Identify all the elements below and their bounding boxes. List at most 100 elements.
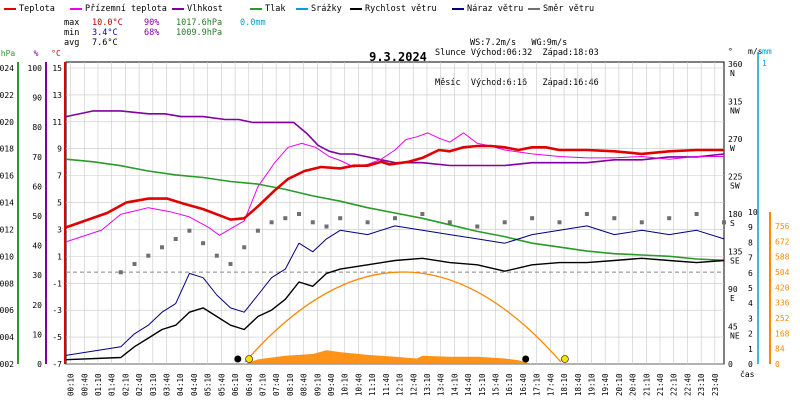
wind-direction-point [324,224,329,229]
legend-swatch [350,7,362,10]
solar-tick-label: 588 [775,253,790,262]
x-tick-label: 08:10 [286,373,295,396]
x-tick-label: 17:10 [533,373,542,396]
temperature-tick-label: 3 [57,225,62,234]
ground-temperature-line [65,132,724,243]
wind-direction-point [146,253,151,258]
x-tick-label: 19:10 [587,373,596,396]
rain-axis-label: mm [762,47,772,56]
wind-direction-point [722,220,726,225]
temperature-tick-label: 13 [52,91,62,100]
wind-direction-point [502,220,507,225]
humidity-line [65,110,725,167]
x-tick-label: 01:10 [94,373,103,396]
wind-tick-label: 10 [748,208,758,217]
x-tick-label: 10:10 [341,373,350,396]
stats-rain: 0.0mm [240,18,266,28]
moon-marker [522,355,530,363]
humidity-tick-label: 90 [32,94,42,103]
legend-item: Přízemní teplota [70,3,167,15]
x-tick-label: 08:40 [300,373,309,396]
legend-item: Směr větru [528,3,594,15]
humidity-tick-label: 70 [32,153,42,162]
temperature-tick-label: -7 [52,360,62,369]
wind-direction-point [420,212,425,216]
stats-block: max 10.0°C 90% 1017.6hPa 0.0mm min 3.4°C 68% 100… [64,18,280,48]
wind-tick-label: 8 [748,238,753,247]
x-tick-label: 00:40 [80,373,89,396]
sun-path-arc [244,271,562,363]
stats-row: max 10.0°C 90% 1017.6hPa 0.0mm [64,18,280,28]
stats-pressure: 1009.9hPa [176,28,223,38]
x-tick-label: 21:10 [642,373,651,396]
wind-direction-point [310,220,315,225]
stats-humidity: 68% [144,28,160,38]
x-tick-label: 06:10 [231,373,240,396]
chart-title: 9.3.2024 [369,50,427,64]
x-tick-label: 05:40 [217,373,226,396]
x-tick-label: 02:40 [135,373,144,396]
legend-label: Teplota [19,4,55,14]
direction-axis-label: ° [728,47,733,56]
direction-tick-label: 180 [728,210,743,219]
stats-row: avg 7.6°C [64,38,280,48]
wind-direction-point [393,216,397,221]
x-tick-label: 11:40 [382,373,391,396]
wind-direction-point [475,224,480,229]
solar-tick-label: 504 [775,268,790,277]
wind-line: WS:7.2m/s WG:9m/s [470,38,568,48]
pressure-axis-label: hPa [1,49,16,58]
x-tick-label: 03:40 [163,373,172,396]
legend-label: Vlhkost [187,4,223,14]
wind-tick-label: 3 [748,314,753,323]
x-tick-label: 14:40 [464,373,473,396]
legend-label: Náraz větru [467,4,524,14]
wind-direction-point [187,228,192,233]
humidity-tick-label: 10 [32,330,42,339]
x-tick-label: 22:40 [683,373,692,396]
direction-tick-label: 135 [728,248,743,257]
stats-label: avg [64,38,80,48]
humidity-tick-label: 0 [37,360,42,369]
wind-direction-point [297,212,301,216]
solar-tick-label: 420 [775,283,790,292]
legend-swatch [70,7,82,10]
x-tick-label: 14:10 [450,373,459,396]
rain-tick-label: 1 [762,59,767,68]
stats-row: min 3.4°C 68% 1009.9hPa [64,28,280,38]
x-tick-label: 03:10 [149,373,158,396]
temperature-line [65,144,724,229]
legend-label: Směr větru [543,4,595,14]
moon-line: Měsíc Východ:6:16 Západ:16:46 [435,78,599,88]
wind-tick-label: 2 [748,330,753,339]
x-tick-label: 19:40 [601,373,610,396]
x-tick-label: 23:10 [697,373,706,396]
x-tick-label: 18:10 [560,373,569,396]
stats-temp: 7.6°C [92,38,118,48]
legend-item: Rychlost větru [350,3,437,15]
direction-tick-label: 90 [728,285,738,294]
legend-item: Tlak [250,3,285,15]
wind-direction-point [214,253,219,258]
x-tick-label: 10:40 [354,373,363,396]
direction-tick-label: 360 [728,60,743,69]
solar-radiation-area [244,350,533,364]
wind-direction-point [667,216,672,221]
stats-temp: 10.0°C [92,18,123,28]
x-tick-label: 06:40 [245,373,254,396]
x-tick-label: 15:40 [492,373,501,396]
x-tick-label: 23:40 [711,373,720,396]
wind-tick-label: 9 [748,223,753,232]
humidity-tick-label: 80 [32,123,42,132]
x-tick-label: 20:40 [629,373,638,396]
direction-tick-label: 270 [728,135,743,144]
humidity-tick-label: 30 [32,271,42,280]
direction-compass-label: NE [730,332,740,341]
x-tick-label: 22:10 [670,373,679,396]
humidity-tick-label: 100 [28,64,43,73]
legend-swatch [250,7,262,10]
humidity-tick-label: 20 [32,301,42,310]
